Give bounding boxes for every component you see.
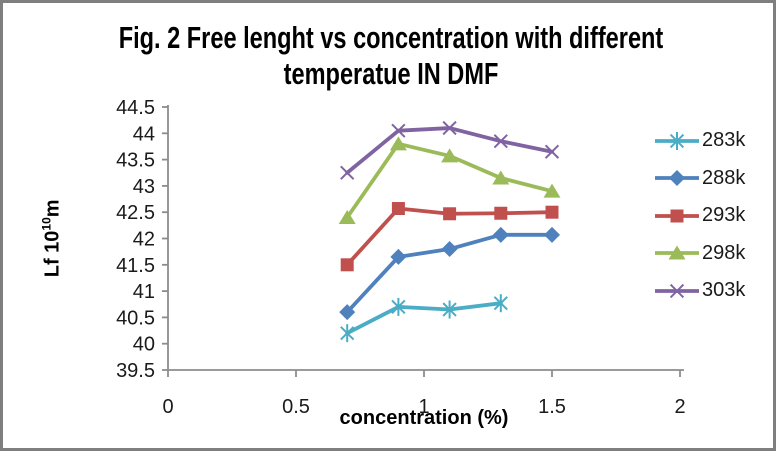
marker-square [545,205,559,219]
x-tick-label: 2 [674,396,685,418]
marker-x [669,283,685,298]
marker-diamond [339,304,356,321]
y-tick-label: 39.5 [116,360,155,382]
marker-diamond [390,248,407,265]
marker-square [443,207,457,221]
marker-asterisk [442,300,457,319]
x-tick-label: 1.5 [538,396,566,418]
marker-square [391,202,405,216]
y-tick-label: 41.5 [116,255,155,277]
marker-x [442,120,457,136]
legend: 283k 288k 293k 298k 303k [654,122,764,310]
y-tick-label: 43.5 [116,150,155,172]
legend-label: 283k [702,129,746,152]
marker-square [340,258,354,272]
x-tick-label: 0.5 [282,396,310,418]
y-tick-label: 42 [133,229,155,251]
marker-diamond [669,170,685,187]
legend-label: 303k [702,279,746,302]
legend-marker-asterisk-icon [655,131,699,150]
legend-marker-diamond-icon [655,170,699,187]
legend-label: 293k [702,204,746,227]
marker-diamond [492,226,509,243]
y-tick-label: 44.5 [116,97,155,119]
marker-triangle [543,183,561,198]
legend-marker-square-icon [655,209,699,223]
y-tick-label: 40.5 [116,307,155,329]
y-tick-label: 41 [133,281,155,303]
y-tick-label: 42.5 [116,202,155,224]
y-tick-label: 43 [133,176,155,198]
x-tick-label: 0 [162,396,173,418]
marker-x [391,123,406,138]
marker-square [670,209,684,223]
marker-asterisk [391,297,406,316]
marker-asterisk [669,131,685,150]
marker-triangle [492,170,510,185]
x-axis-title: concentration (%) [339,407,509,429]
series-298k [338,136,561,224]
x-tick-label: 1 [418,396,429,418]
legend-label: 298k [702,241,746,264]
series-283k [340,294,508,343]
marker-triangle [668,245,686,260]
legend-marker-x-icon [655,283,699,298]
legend-item-288k: 288k [654,160,764,198]
legend-item-293k: 293k [654,197,764,235]
legend-item-283k: 283k [654,122,764,160]
series-303k [340,120,560,180]
marker-triangle [441,148,459,163]
series-line-283k [345,301,503,336]
marker-square [494,206,508,220]
y-tick-label: 44 [133,123,155,145]
legend-marker-triangle-icon [655,245,699,260]
legend-item-303k: 303k [654,272,764,310]
chart-title: Fig. 2 Free lenght vs concentration with… [118,20,664,91]
marker-triangle [389,136,407,151]
marker-triangle [338,209,356,224]
marker-x [544,144,560,159]
legend-item-298k: 298k [654,235,764,273]
marker-x [493,134,508,149]
series-288k [339,226,560,321]
marker-diamond [441,241,458,258]
axes [162,105,684,377]
marker-asterisk [340,324,355,343]
marker-x [340,165,355,180]
y-tick-label: 40 [133,334,155,356]
marker-asterisk [493,294,508,313]
marker-diamond [544,226,560,243]
series-293k [340,202,559,272]
legend-label: 288k [702,166,746,189]
plot-area: 39.5 40 40.5 41 41.5 42 42.5 43 43.5 44 44.5 0 0.5 1 1… [116,97,686,418]
